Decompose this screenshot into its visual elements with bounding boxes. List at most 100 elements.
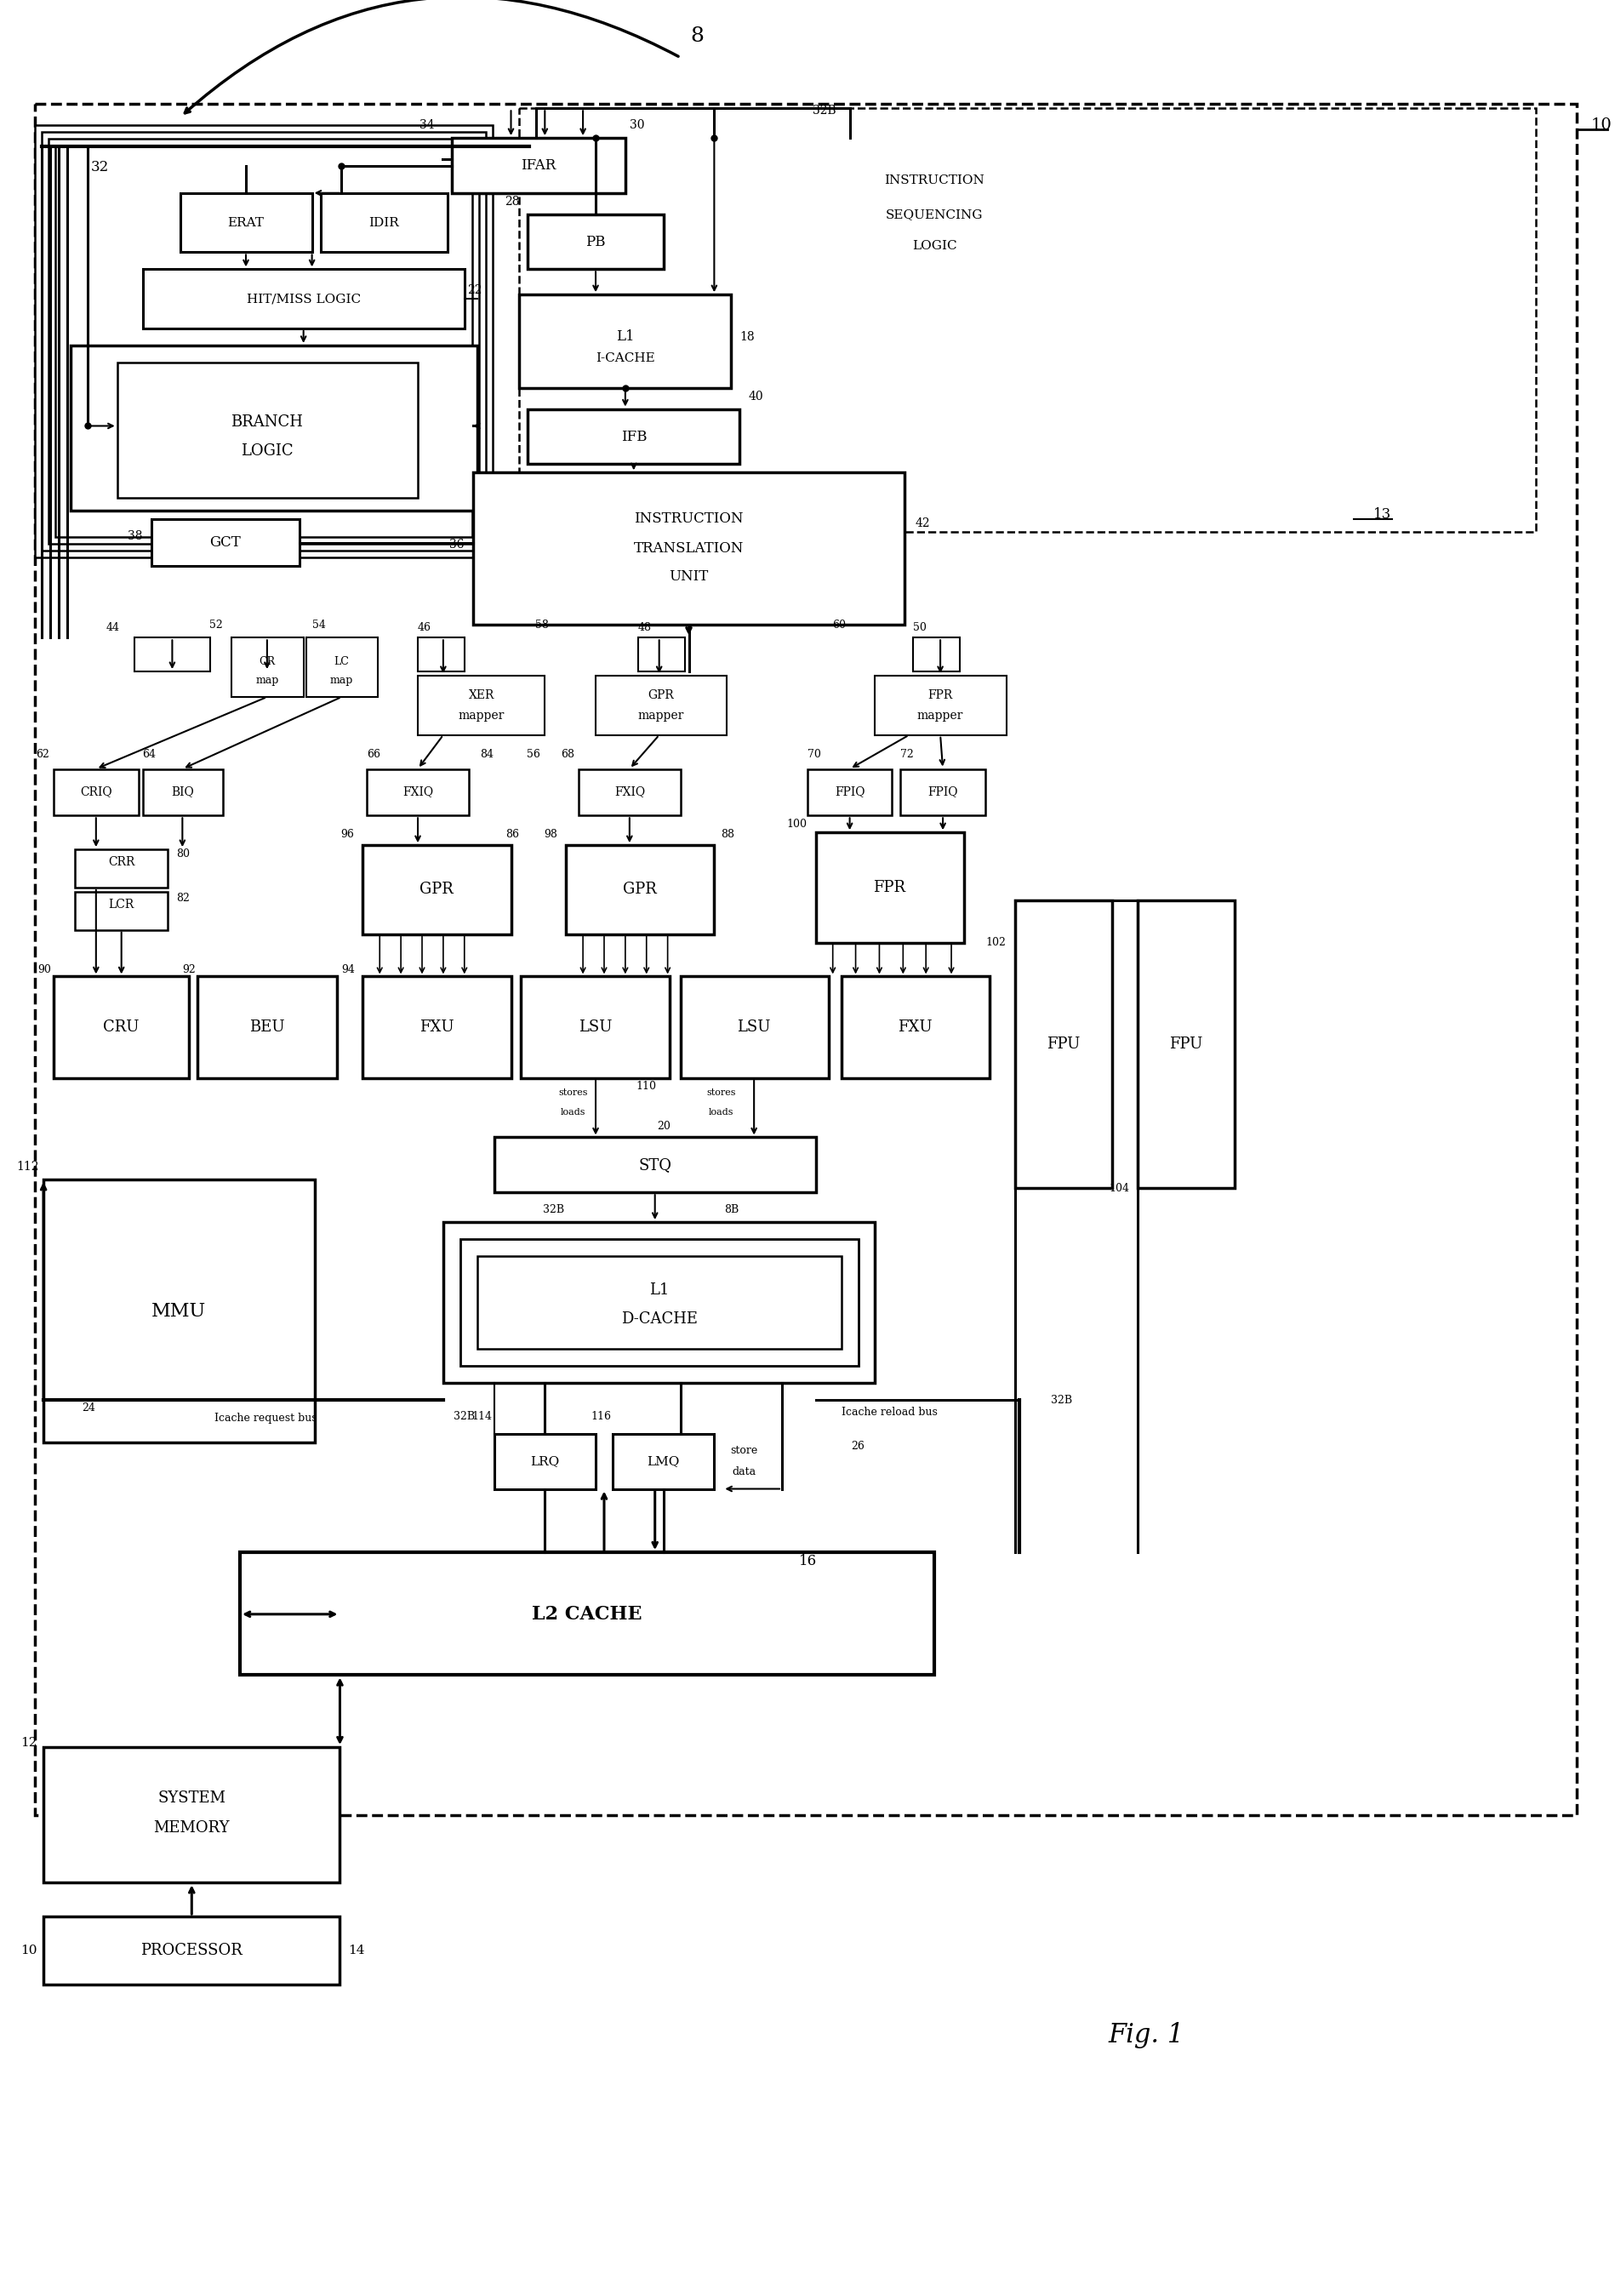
Text: LOGIC: LOGIC <box>241 443 294 459</box>
Text: 32B: 32B <box>1051 1394 1072 1405</box>
Text: 100: 100 <box>787 817 808 829</box>
Text: 58: 58 <box>536 620 549 631</box>
Text: IDIR: IDIR <box>368 216 399 230</box>
Text: 80: 80 <box>176 847 191 859</box>
Text: data: data <box>732 1467 756 1476</box>
Bar <box>142 269 465 328</box>
Text: 90: 90 <box>37 964 52 976</box>
Text: Icache request bus: Icache request bus <box>215 1412 317 1424</box>
Text: 32B: 32B <box>812 106 837 117</box>
Text: 44: 44 <box>107 622 120 634</box>
Text: 24: 24 <box>82 1403 95 1414</box>
Bar <box>1014 900 1113 1187</box>
Text: 8: 8 <box>691 28 704 46</box>
Text: 116: 116 <box>591 1412 610 1424</box>
Bar <box>522 976 669 1079</box>
Text: loads: loads <box>560 1107 585 1116</box>
Text: FXU: FXU <box>420 1019 454 1035</box>
Text: 8B: 8B <box>724 1203 738 1215</box>
Text: 26: 26 <box>851 1442 866 1451</box>
Bar <box>42 131 486 551</box>
Text: FPR: FPR <box>929 689 953 700</box>
Text: LC: LC <box>334 657 349 666</box>
Text: SEQUENCING: SEQUENCING <box>885 209 984 220</box>
Text: CRU: CRU <box>103 1019 139 1035</box>
Bar <box>565 845 714 934</box>
Bar <box>816 833 964 944</box>
Text: LCR: LCR <box>108 898 134 912</box>
Bar <box>363 845 510 934</box>
Text: FPU: FPU <box>1169 1035 1203 1052</box>
Text: 28: 28 <box>504 195 520 207</box>
Bar <box>241 1552 935 1676</box>
Bar <box>231 638 304 698</box>
Text: 92: 92 <box>182 964 195 976</box>
Bar <box>363 976 510 1079</box>
Text: 32B: 32B <box>454 1412 475 1424</box>
Text: FXU: FXU <box>898 1019 932 1035</box>
Text: CR: CR <box>258 657 275 666</box>
Text: 34: 34 <box>420 119 434 131</box>
Text: PROCESSOR: PROCESSOR <box>141 1942 242 1958</box>
Text: BIQ: BIQ <box>171 785 194 797</box>
Text: FPU: FPU <box>1047 1035 1080 1052</box>
Text: BEU: BEU <box>249 1019 284 1035</box>
Bar <box>53 976 189 1079</box>
Bar <box>528 409 740 464</box>
Text: 112: 112 <box>16 1162 39 1173</box>
Text: 56: 56 <box>526 748 541 760</box>
Text: IFB: IFB <box>620 429 646 443</box>
Bar <box>48 138 478 544</box>
Text: 84: 84 <box>480 748 493 760</box>
Text: 96: 96 <box>341 829 354 840</box>
Bar <box>808 769 891 815</box>
Text: L1: L1 <box>649 1281 669 1297</box>
Text: FXIQ: FXIQ <box>402 785 433 797</box>
Bar <box>875 675 1006 735</box>
Text: FXIQ: FXIQ <box>614 785 644 797</box>
Text: LMQ: LMQ <box>648 1456 680 1467</box>
Bar <box>901 769 985 815</box>
Text: 10: 10 <box>19 1945 37 1956</box>
Text: 68: 68 <box>560 748 575 760</box>
Bar <box>578 769 680 815</box>
Text: 88: 88 <box>720 829 735 840</box>
Bar <box>473 473 904 625</box>
Text: 22: 22 <box>467 285 481 296</box>
Text: FPR: FPR <box>874 879 906 895</box>
Text: LSU: LSU <box>736 1019 770 1035</box>
Text: stores: stores <box>559 1088 588 1097</box>
Text: XER: XER <box>468 689 494 700</box>
Bar <box>520 108 1536 533</box>
Bar <box>494 1137 816 1192</box>
Text: 62: 62 <box>36 748 50 760</box>
Bar <box>55 145 472 537</box>
Text: 32: 32 <box>90 161 110 174</box>
Bar <box>152 519 299 565</box>
Bar <box>197 976 338 1079</box>
Text: 48: 48 <box>638 622 651 634</box>
Text: 32B: 32B <box>543 1203 564 1215</box>
Text: 40: 40 <box>748 390 764 402</box>
Text: 50: 50 <box>912 622 927 634</box>
Text: 18: 18 <box>740 331 754 342</box>
Text: GPR: GPR <box>420 882 454 898</box>
Text: 16: 16 <box>799 1554 817 1568</box>
Text: CRR: CRR <box>108 856 134 868</box>
Text: mapper: mapper <box>638 709 685 721</box>
Bar <box>118 363 418 498</box>
Text: stores: stores <box>706 1088 736 1097</box>
Text: 70: 70 <box>808 748 820 760</box>
Text: LSU: LSU <box>578 1019 612 1035</box>
Bar <box>53 769 139 815</box>
Bar <box>596 675 727 735</box>
Text: MMU: MMU <box>152 1302 207 1320</box>
Bar <box>181 193 312 253</box>
Text: Fig. 1: Fig. 1 <box>1108 2023 1184 2048</box>
Bar <box>142 769 223 815</box>
Text: 20: 20 <box>657 1120 670 1132</box>
Bar <box>638 638 685 670</box>
Text: 14: 14 <box>349 1945 365 1956</box>
Bar <box>612 1433 714 1488</box>
Bar <box>418 675 544 735</box>
